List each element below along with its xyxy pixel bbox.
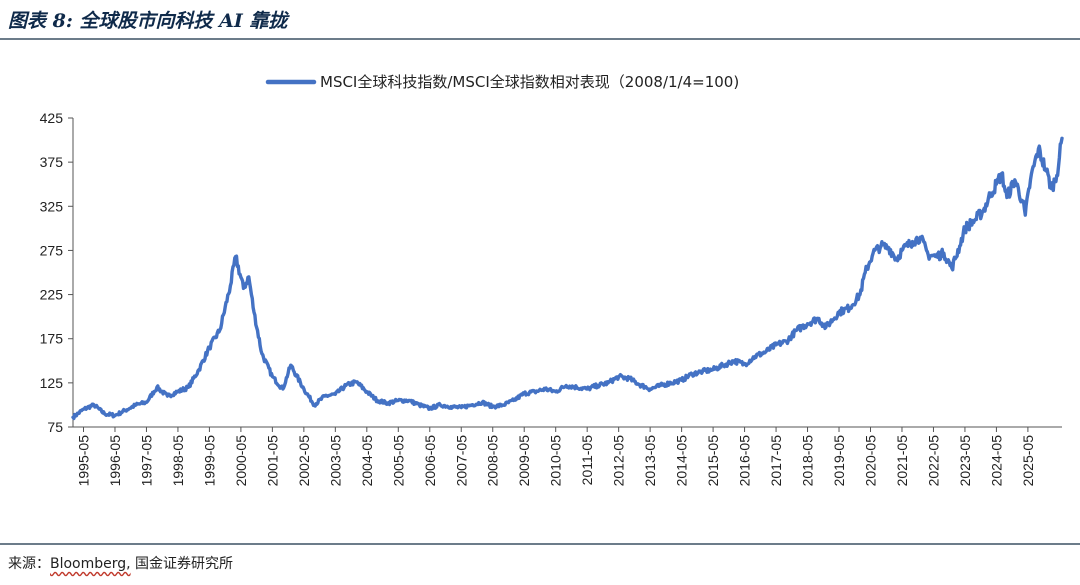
y-tick-label: 175 bbox=[40, 331, 64, 347]
x-tick-label: 2024-05 bbox=[988, 435, 1004, 487]
y-axis: 75 125 175 225 275 325 375 425 bbox=[40, 110, 74, 435]
figure-title: 图表 8: 全球股市向科技 AI 靠拢 bbox=[8, 10, 288, 32]
x-tick-label: 2005-05 bbox=[390, 435, 406, 487]
x-tick-label: 2009-05 bbox=[516, 435, 532, 487]
x-tick-label: 1995-05 bbox=[75, 435, 91, 487]
y-tick-label: 425 bbox=[40, 110, 64, 126]
x-tick-label: 2001-05 bbox=[264, 435, 280, 487]
x-tick-label: 2012-05 bbox=[611, 435, 627, 487]
x-tick-label: 2003-05 bbox=[327, 435, 343, 487]
y-tick-label: 275 bbox=[40, 242, 64, 258]
source-rest: 国金证券研究所 bbox=[130, 556, 234, 572]
x-tick-label: 2008-05 bbox=[485, 435, 501, 487]
x-tick-label: 2025-05 bbox=[1020, 435, 1036, 487]
source-prefix: 来源： bbox=[8, 556, 50, 572]
x-tick-label: 2020-05 bbox=[862, 435, 878, 487]
y-tick-label: 75 bbox=[47, 419, 63, 435]
legend: MSCI全球科技指数/MSCI全球指数相对表现（2008/1/4=100) bbox=[265, 73, 739, 91]
bottom-divider bbox=[0, 543, 1080, 545]
x-tick-label: 2007-05 bbox=[453, 435, 469, 487]
source-note: 来源：Bloomberg, 国金证券研究所 bbox=[8, 553, 233, 573]
x-tick-label: 2015-05 bbox=[705, 435, 721, 487]
x-tick-label: 2011-05 bbox=[579, 435, 595, 486]
y-tick-label: 125 bbox=[40, 375, 64, 391]
x-tick-label: 2010-05 bbox=[548, 435, 564, 487]
x-tick-label: 2022-05 bbox=[925, 435, 941, 487]
x-tick-label: 2000-05 bbox=[233, 435, 249, 487]
x-axis: 1995-05 1996-05 1997-05 1998-05 1999-05 2000-… bbox=[73, 426, 1062, 487]
x-tick-label: 2016-05 bbox=[737, 435, 753, 487]
x-tick-label: 2018-05 bbox=[800, 435, 816, 487]
x-tick-label: 2014-05 bbox=[674, 435, 690, 487]
x-tick-label: 2023-05 bbox=[957, 435, 973, 487]
x-tick-label: 1999-05 bbox=[201, 435, 217, 487]
y-tick-label: 325 bbox=[40, 198, 64, 214]
x-tick-label: 2019-05 bbox=[831, 435, 847, 487]
x-tick-label: 1996-05 bbox=[107, 435, 123, 487]
x-tick-label: 2006-05 bbox=[422, 435, 438, 487]
x-tick-label: 2004-05 bbox=[359, 435, 375, 487]
y-tick-label: 225 bbox=[40, 287, 64, 303]
top-divider bbox=[0, 38, 1080, 40]
x-tick-label: 1997-05 bbox=[138, 435, 154, 487]
x-tick-label: 2013-05 bbox=[642, 435, 658, 487]
x-tick-label: 2002-05 bbox=[296, 435, 312, 487]
legend-label: MSCI全球科技指数/MSCI全球指数相对表现（2008/1/4=100) bbox=[320, 73, 739, 91]
series-layer bbox=[71, 136, 1064, 421]
y-tick-label: 375 bbox=[40, 154, 64, 170]
series-line bbox=[71, 136, 1064, 421]
x-tick-label: 2017-05 bbox=[768, 435, 784, 487]
source-brand: Bloomberg, bbox=[50, 556, 131, 572]
x-tick-label: 2021-05 bbox=[894, 435, 910, 487]
x-tick-label: 1998-05 bbox=[170, 435, 186, 487]
